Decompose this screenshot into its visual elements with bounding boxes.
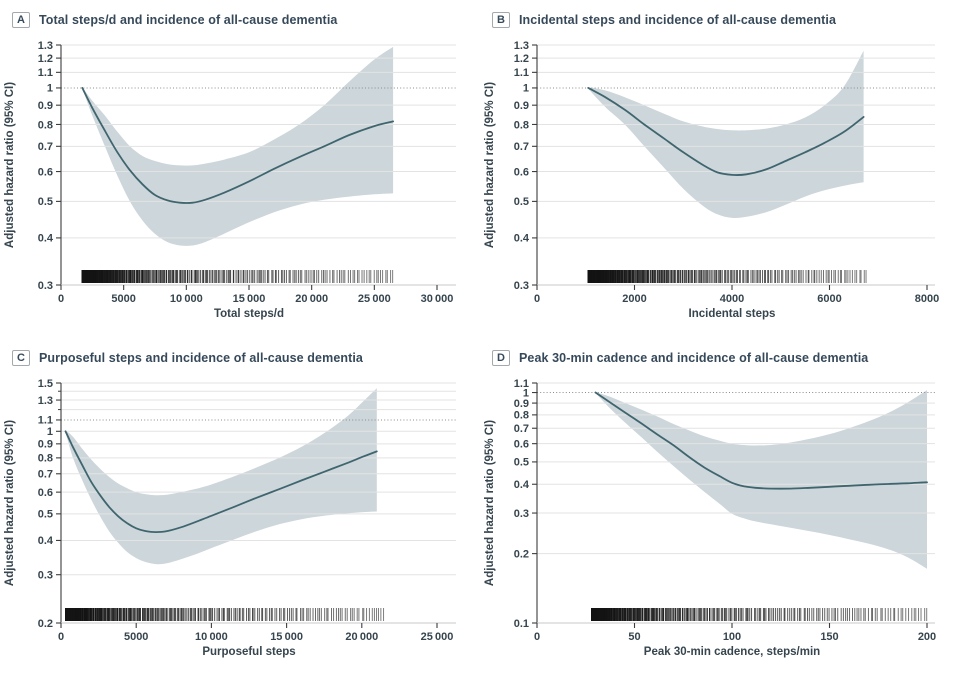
svg-text:0.5: 0.5 — [38, 509, 53, 521]
panel-A-header: A Total steps/d and incidence of all-cau… — [0, 0, 480, 30]
panel-D-chart: 0.1 0.2 0.3 0.4 0.5 0.6 0.70.80.911.1 0 50 100 150… — [484, 378, 936, 658]
panel-A-title: Total steps/d and incidence of all-cause… — [38, 12, 338, 27]
panel-D: D Peak 30-min cadence and incidence of a… — [480, 338, 960, 677]
svg-text:Purposeful steps: Purposeful steps — [202, 646, 295, 658]
svg-text:2000: 2000 — [622, 293, 646, 305]
svg-text:Total steps/d: Total steps/d — [214, 308, 284, 320]
panel-C-header: C Purposeful steps and incidence of all-… — [0, 338, 480, 368]
svg-text:1.1: 1.1 — [514, 378, 529, 390]
svg-text:15 000: 15 000 — [233, 293, 266, 305]
svg-text:1: 1 — [523, 83, 529, 95]
svg-text:0: 0 — [534, 631, 540, 643]
svg-text:1.1: 1.1 — [514, 67, 529, 79]
svg-text:1: 1 — [47, 83, 53, 95]
svg-text:0.4: 0.4 — [38, 535, 54, 547]
svg-text:5000: 5000 — [111, 293, 135, 305]
svg-text:Adjusted hazard ratio (95% CI): Adjusted hazard ratio (95% CI) — [484, 82, 496, 248]
panel-B: B Incidental steps and incidence of all-… — [480, 0, 960, 338]
svg-text:1.1: 1.1 — [38, 67, 53, 79]
svg-text:0.4: 0.4 — [514, 479, 530, 491]
svg-text:0.2: 0.2 — [38, 618, 53, 630]
svg-text:1.1: 1.1 — [38, 415, 53, 427]
panel-C: C Purposeful steps and incidence of all-… — [0, 338, 480, 677]
svg-text:0.6: 0.6 — [38, 487, 53, 499]
svg-text:0: 0 — [58, 631, 64, 643]
svg-text:0.7: 0.7 — [514, 141, 529, 153]
svg-text:0.8: 0.8 — [38, 119, 53, 131]
svg-text:0.9: 0.9 — [514, 100, 529, 112]
svg-text:0.2: 0.2 — [514, 548, 529, 560]
svg-text:0.9: 0.9 — [514, 398, 529, 410]
panel-D-letter-badge: D — [492, 349, 510, 366]
svg-text:0.6: 0.6 — [514, 438, 529, 450]
panel-B-letter-badge: B — [492, 11, 510, 28]
svg-text:6000: 6000 — [817, 293, 841, 305]
panel-A: A Total steps/d and incidence of all-cau… — [0, 0, 480, 338]
svg-text:0.8: 0.8 — [514, 410, 529, 422]
svg-text:1.2: 1.2 — [514, 53, 529, 65]
svg-text:0.3: 0.3 — [38, 570, 53, 582]
panel-D-header: D Peak 30-min cadence and incidence of a… — [480, 338, 960, 368]
svg-text:Adjusted hazard ratio (95% CI): Adjusted hazard ratio (95% CI) — [4, 82, 16, 248]
panel-B-header: B Incidental steps and incidence of all-… — [480, 0, 960, 30]
svg-text:0.6: 0.6 — [38, 166, 53, 178]
svg-text:20 000: 20 000 — [345, 631, 378, 643]
svg-text:200: 200 — [918, 631, 936, 643]
svg-text:0.1: 0.1 — [514, 618, 529, 630]
svg-text:10 000: 10 000 — [195, 631, 228, 643]
svg-text:20 000: 20 000 — [295, 293, 328, 305]
svg-text:100: 100 — [723, 631, 741, 643]
panel-B-chart: 0.3 0.4 0.5 0.6 0.7 0.8 0.9 1 1.1 1.21.3 0 2000 4000… — [484, 40, 939, 320]
panel-C-title: Purposeful steps and incidence of all-ca… — [38, 350, 363, 365]
svg-text:1.3: 1.3 — [514, 40, 529, 52]
svg-text:1: 1 — [47, 426, 53, 438]
svg-text:1.5: 1.5 — [38, 378, 53, 390]
svg-text:5000: 5000 — [124, 631, 148, 643]
svg-text:0.7: 0.7 — [514, 423, 529, 435]
svg-text:0.8: 0.8 — [38, 453, 53, 465]
svg-text:1.3: 1.3 — [38, 395, 53, 407]
svg-text:50: 50 — [628, 631, 640, 643]
svg-text:0.9: 0.9 — [38, 100, 53, 112]
svg-text:Peak 30-min cadence, steps/min: Peak 30-min cadence, steps/min — [644, 646, 820, 658]
svg-text:1.3: 1.3 — [38, 40, 53, 52]
svg-text:0.3: 0.3 — [38, 280, 53, 292]
svg-text:Adjusted hazard ratio (95% CI): Adjusted hazard ratio (95% CI) — [484, 420, 496, 586]
svg-text:0.7: 0.7 — [38, 469, 53, 481]
svg-text:0.4: 0.4 — [514, 233, 530, 245]
svg-text:Adjusted hazard ratio (95% CI): Adjusted hazard ratio (95% CI) — [4, 420, 16, 586]
svg-text:0.5: 0.5 — [514, 196, 529, 208]
svg-text:0.5: 0.5 — [514, 457, 529, 469]
svg-text:0: 0 — [58, 293, 64, 305]
panel-A-chart: 0.3 0.4 0.5 0.6 0.7 0.8 0.9 1 1.1 1.21.3 0 5000 10 0… — [4, 40, 456, 320]
svg-text:0.3: 0.3 — [514, 280, 529, 292]
svg-text:1.2: 1.2 — [38, 53, 53, 65]
panel-C-letter-badge: C — [12, 349, 30, 366]
svg-text:10 000: 10 000 — [170, 293, 203, 305]
svg-text:0: 0 — [534, 293, 540, 305]
svg-text:0.6: 0.6 — [514, 166, 529, 178]
svg-text:0.9: 0.9 — [38, 439, 53, 451]
svg-text:0.5: 0.5 — [38, 196, 53, 208]
svg-text:0.4: 0.4 — [38, 233, 54, 245]
svg-text:0.3: 0.3 — [514, 508, 529, 520]
panel-B-title: Incidental steps and incidence of all-ca… — [518, 12, 837, 27]
svg-text:4000: 4000 — [720, 293, 744, 305]
svg-text:15 000: 15 000 — [270, 631, 303, 643]
svg-text:8000: 8000 — [915, 293, 939, 305]
panel-D-title: Peak 30-min cadence and incidence of all… — [518, 350, 869, 365]
panel-A-letter-badge: A — [12, 11, 30, 28]
svg-text:1: 1 — [523, 387, 529, 399]
svg-text:0.8: 0.8 — [514, 119, 529, 131]
svg-text:Incidental steps: Incidental steps — [689, 308, 776, 320]
svg-text:25 000: 25 000 — [421, 631, 454, 643]
svg-text:150: 150 — [820, 631, 838, 643]
panel-C-chart: 0.2 0.3 0.4 0.5 0.6 0.7 0.8 0.911.1 1.3 1.5 0 5000 1… — [4, 378, 456, 658]
svg-text:25 000: 25 000 — [358, 293, 391, 305]
svg-text:30 000: 30 000 — [421, 293, 454, 305]
svg-text:0.7: 0.7 — [38, 141, 53, 153]
